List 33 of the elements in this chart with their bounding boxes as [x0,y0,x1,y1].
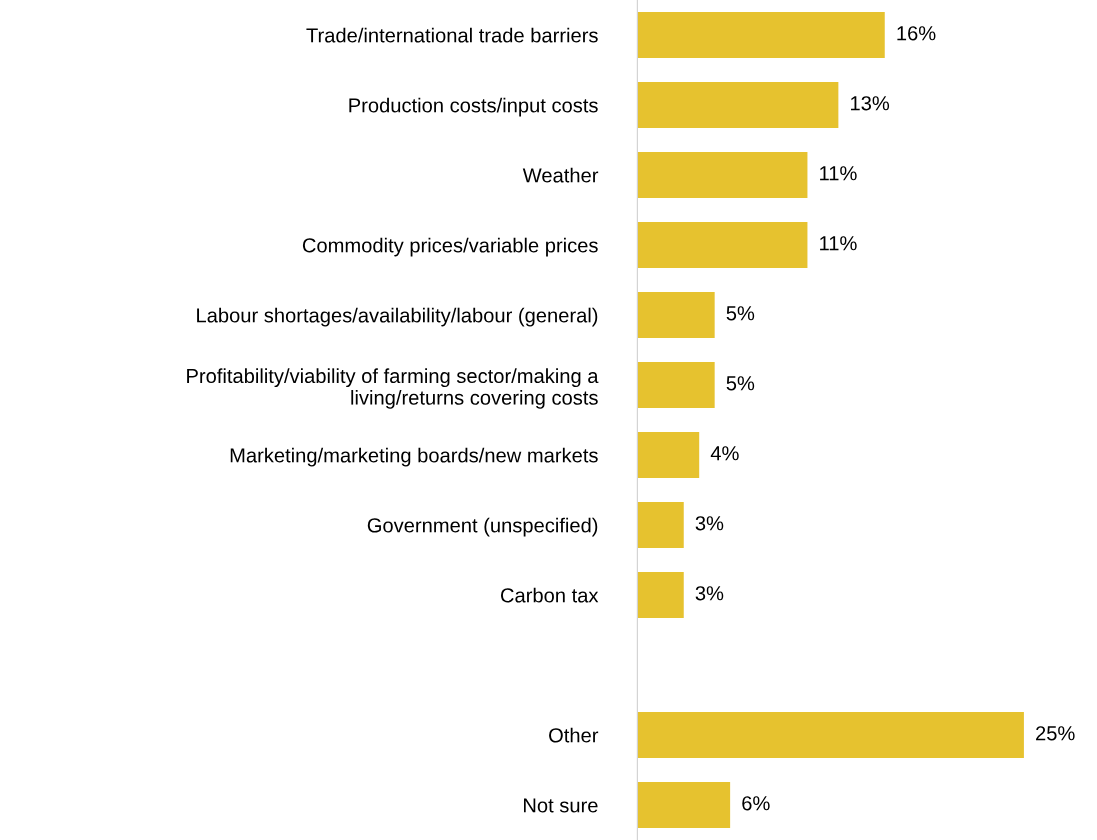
y-tick-label: Weather [522,167,599,183]
y-tick-label: Commodity prices/variable prices [302,237,598,257]
data-label: 6% [742,796,770,811]
bar [637,11,885,59]
data-label: 11% [820,236,857,251]
bar [637,81,839,129]
data-label: 3% [695,516,724,531]
data-label: 3% [695,586,724,601]
bar [637,431,700,479]
data-label: 11% [820,166,857,181]
data-label: 25% [1036,726,1075,741]
data-label: 5% [726,376,755,391]
y-tick-label: Trade/international trade barriers [306,27,598,43]
bar [637,221,808,269]
bar [637,151,808,199]
y-tick-label: Profitability/viability of farming sector/making a living/returns covering costs [187,368,599,409]
y-tick-label: Other [549,727,599,743]
y-tick-label: Production costs/input costs [349,97,598,117]
bar [637,291,715,339]
data-label: 13% [851,96,890,111]
y-tick-label: Government (unspecified) [367,517,598,537]
bar [637,571,684,619]
y-tick-label: Marketing/marketing boards/new markets [230,447,598,467]
y-tick-label: Not sure [524,798,598,813]
data-label: 16% [897,26,936,41]
y-tick-label: Labour shortages/availability/labour (general) [197,307,598,327]
bar [637,781,731,829]
bar [637,711,1024,759]
data-label: 5% [726,306,755,321]
data-label: 4% [710,446,739,461]
bar [637,361,715,409]
y-tick-label: Carbon tax [500,587,599,603]
bar [637,501,684,549]
